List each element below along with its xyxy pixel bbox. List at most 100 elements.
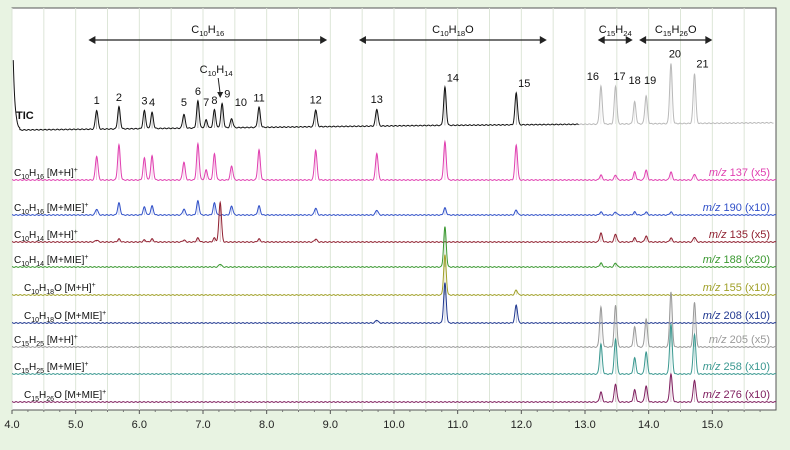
range-arrow-head-right [705, 36, 713, 44]
trace-line [11, 254, 777, 296]
peak-number: 15 [518, 78, 530, 90]
series-c15h25_mie: C15H25 [M+MIE]+ m/z 258 (x10) [11, 323, 777, 375]
x-tick-label: 11.0 [447, 419, 468, 431]
series-c10h14_mh: C10H14 [M+H]+ m/z 135 (x5) [11, 200, 777, 243]
mz-label: m/z 188 (x20) [703, 254, 770, 266]
x-tick-label: 4.0 [4, 419, 19, 431]
annotation-label: C10H14 [200, 64, 234, 78]
series-c10h16_mh: C10H16 [M+H]+ m/z 137 (x5) [11, 139, 777, 181]
range-arrow-head-right [320, 36, 328, 44]
peak-number: 9 [224, 89, 230, 101]
mz-label: m/z 258 (x10) [703, 361, 770, 373]
range-label: C10H16 [191, 24, 224, 38]
mz-label: m/z 190 (x10) [703, 202, 770, 214]
mz-label: m/z 208 (x10) [703, 310, 770, 322]
peak-number: 7 [203, 97, 209, 109]
peak-number: 18 [629, 75, 641, 87]
peak-number: 20 [669, 49, 681, 61]
class-range: C10H18O [358, 24, 547, 44]
series-c10h16_mie: C10H16 [M+MIE]+ m/z 190 (x10) [11, 199, 777, 216]
peak-number: 2 [116, 92, 122, 104]
series-label: C10H14 [M+H]+ [14, 229, 78, 243]
trace-line [11, 323, 777, 375]
range-arrow-head-right [539, 36, 547, 44]
mz-label: m/z 205 (x5) [709, 334, 770, 346]
x-tick-label: 10.0 [383, 419, 404, 431]
series-label: C15H25 [M+H]+ [14, 334, 78, 348]
x-tick-label: 14.0 [638, 419, 659, 431]
range-arrow-head-left [88, 36, 96, 44]
trace-line [11, 291, 777, 348]
peak-number: 10 [235, 97, 247, 109]
peak-number: 4 [149, 97, 155, 109]
series-c10h14_mie: C10H14 [M+MIE]+ m/z 188 (x20) [11, 226, 777, 268]
series-c15h26o_mie: C15H26O [M+MIE]+ m/z 276 (x10) [11, 372, 777, 403]
traces: TIC C10H16 [M+H]+ m/z 137 (x5) C10H16 [M+MI… [11, 60, 777, 403]
x-tick-label: 15.0 [702, 419, 723, 431]
mz-label: m/z 155 (x10) [703, 282, 770, 294]
series-c10h18o_mh: C10H18O [M+H]+ m/z 155 (x10) [11, 254, 777, 296]
peak-number: 14 [447, 72, 459, 84]
range-label: C15H24 [599, 24, 633, 38]
peak-number: 17 [613, 71, 625, 83]
series-label: C15H25 [M+MIE]+ [14, 361, 88, 375]
range-arrow-head-right [625, 36, 633, 44]
peak-number: 21 [696, 58, 708, 70]
class-range: C15H26O [639, 24, 713, 44]
series-c10h18o_mie: C10H18O [M+MIE]+ m/z 208 (x10) [11, 282, 777, 324]
mz-label: m/z 135 (x5) [709, 229, 770, 241]
c10h14-annotation: C10H14 [200, 64, 234, 98]
mz-label: m/z 137 (x5) [709, 167, 770, 179]
class-range-arrows: C10H16 C10H18O C15H24 C15H26O [88, 24, 713, 44]
peak-number: 1 [94, 95, 100, 107]
peak-number: 3 [141, 96, 147, 108]
range-label: C15H26O [655, 24, 697, 38]
range-arrow-head-left [597, 36, 605, 44]
x-tick-label: 7.0 [195, 419, 210, 431]
trace-line [11, 199, 777, 216]
x-tick-label: 9.0 [323, 419, 338, 431]
series-label: C10H16 [M+MIE]+ [14, 202, 88, 216]
series-c15h25_mh: C15H25 [M+H]+ m/z 205 (x5) [11, 291, 777, 348]
peak-number: 5 [181, 97, 187, 109]
x-tick-label: 12.0 [511, 419, 532, 431]
trace-line [11, 200, 777, 243]
x-tick-label: 8.0 [259, 419, 274, 431]
range-label: C10H18O [432, 24, 474, 38]
class-range: C10H16 [88, 24, 328, 44]
x-tick-label: 6.0 [132, 419, 147, 431]
trace-line [578, 63, 774, 126]
peak-number: 19 [644, 75, 656, 87]
range-arrow-head-left [358, 36, 366, 44]
class-range: C15H24 [597, 24, 633, 44]
x-tick-label: 13.0 [574, 419, 595, 431]
series-label: C10H14 [M+MIE]+ [14, 254, 88, 268]
trace-line [11, 226, 777, 268]
annotation-arrow-head [217, 92, 224, 98]
series-label: C10H18O [M+MIE]+ [24, 310, 106, 324]
grid-lines [11, 8, 745, 410]
series-label: C10H18O [M+H]+ [24, 282, 96, 296]
x-tick-label: 5.0 [68, 419, 83, 431]
series-label: TIC [16, 110, 34, 122]
x-axis: 4.0 5.0 6.0 7.0 8.0 9.0 10.0 11.0 12.0 13.0 14.0 15… [4, 410, 761, 431]
peak-number: 6 [195, 86, 201, 98]
peak-number: 12 [310, 95, 322, 107]
trace-line [12, 60, 579, 131]
peak-number: 11 [253, 92, 264, 104]
series-label: C10H16 [M+H]+ [14, 167, 78, 181]
peak-number: 16 [587, 71, 599, 83]
series-tic_late [578, 63, 774, 126]
trace-line [11, 282, 777, 324]
series-tic: TIC [12, 60, 579, 131]
series-label: C15H26O [M+MIE]+ [24, 389, 106, 403]
annotation-arrow-line [217, 77, 221, 95]
mz-label: m/z 276 (x10) [703, 389, 770, 401]
trace-line [11, 372, 777, 403]
range-arrow-head-left [639, 36, 647, 44]
peak-number: 13 [371, 94, 383, 106]
trace-line [11, 139, 777, 181]
peak-number: 8 [211, 95, 217, 107]
